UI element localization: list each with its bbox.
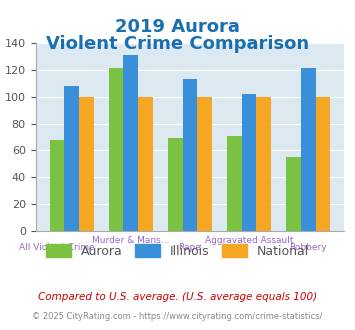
Bar <box>50 140 64 231</box>
Text: Aggravated Assault: Aggravated Assault <box>205 236 293 246</box>
Bar <box>124 55 138 231</box>
Bar <box>316 97 330 231</box>
Bar <box>138 97 153 231</box>
Bar <box>197 97 212 231</box>
Bar <box>301 68 316 231</box>
Bar <box>109 68 124 231</box>
Bar <box>79 97 94 231</box>
Text: Murder & Mans...: Murder & Mans... <box>92 236 169 246</box>
Text: © 2025 CityRating.com - https://www.cityrating.com/crime-statistics/: © 2025 CityRating.com - https://www.city… <box>32 312 323 321</box>
Legend: Aurora, Illinois, National: Aurora, Illinois, National <box>41 239 314 263</box>
Text: Violent Crime Comparison: Violent Crime Comparison <box>46 35 309 53</box>
Bar <box>168 138 182 231</box>
Text: Compared to U.S. average. (U.S. average equals 100): Compared to U.S. average. (U.S. average … <box>38 292 317 302</box>
Text: 2019 Aurora: 2019 Aurora <box>115 18 240 36</box>
Bar <box>242 94 256 231</box>
Bar <box>182 79 197 231</box>
Bar <box>256 97 271 231</box>
Text: All Violent Crime: All Violent Crime <box>19 243 95 252</box>
Bar <box>227 136 242 231</box>
Text: Rape: Rape <box>179 243 201 252</box>
Bar <box>286 157 301 231</box>
Bar <box>64 86 79 231</box>
Text: Robbery: Robbery <box>289 243 327 252</box>
